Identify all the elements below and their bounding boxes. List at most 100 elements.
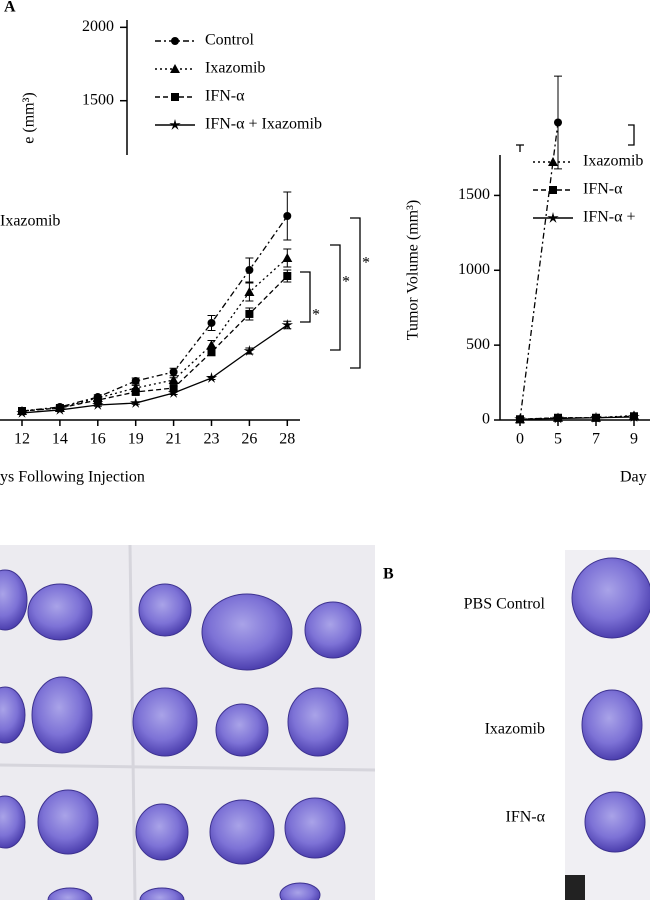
x-tick-label: 5	[554, 431, 562, 448]
marker	[129, 397, 142, 408]
legend-label: IFN-α	[583, 181, 623, 198]
marker	[92, 399, 104, 410]
series-line	[21, 215, 288, 412]
legend-label: Ixazomib	[205, 60, 265, 77]
marker	[169, 368, 178, 376]
marker	[206, 340, 217, 349]
y-tick-label: 1000	[458, 261, 490, 278]
tumor	[47, 887, 93, 900]
marker	[245, 309, 254, 318]
legend-label: Control	[205, 32, 254, 49]
legend-label: IFN-α +	[583, 209, 636, 226]
tumor	[304, 601, 362, 659]
series-line	[519, 416, 635, 420]
tumor	[27, 583, 93, 641]
bracket	[300, 271, 311, 323]
legend-marker	[548, 157, 558, 166]
tumor	[581, 689, 643, 761]
legend-marker	[547, 212, 559, 223]
legend-marker	[170, 64, 180, 73]
tumor	[37, 789, 99, 855]
tumor	[284, 797, 346, 859]
y-tick-label: 2000	[82, 18, 114, 35]
fold	[0, 763, 376, 772]
legend-marker	[171, 37, 179, 45]
marker	[131, 387, 140, 396]
significance: *	[342, 274, 350, 291]
x-tick-label: 0	[516, 431, 524, 448]
legend-label: IFN-α	[205, 88, 245, 105]
fold	[128, 544, 137, 900]
y-tick-label: 0	[482, 411, 490, 428]
x-axis-label: ys Following Injection	[0, 469, 145, 486]
row-label: Ixazomib	[485, 721, 545, 738]
marker	[244, 287, 255, 297]
x-tick-label: 26	[241, 431, 257, 448]
marker	[207, 318, 216, 327]
series-line	[519, 414, 635, 420]
marker	[283, 272, 292, 280]
tumor	[209, 799, 275, 865]
tumor	[0, 795, 26, 849]
marker	[168, 374, 179, 384]
tumor	[201, 593, 293, 671]
x-tick-label: 28	[279, 431, 295, 448]
legend-marker	[549, 186, 557, 194]
tumor	[0, 686, 26, 744]
x-tick-label: 16	[90, 431, 106, 448]
tumor	[132, 687, 198, 757]
row-label: PBS Control	[464, 596, 546, 613]
tumor	[0, 569, 28, 631]
marker	[283, 212, 292, 220]
x-tick-label: 12	[14, 431, 30, 448]
panel-label: B	[383, 566, 394, 583]
marker	[243, 345, 256, 356]
tumor	[215, 703, 269, 757]
panel-label: A	[4, 0, 16, 16]
marker	[281, 319, 294, 330]
series-line	[21, 324, 288, 414]
dark-corner	[565, 875, 585, 900]
x-tick-label: 7	[592, 431, 600, 448]
x-axis-label: Day	[620, 469, 647, 486]
marker	[590, 411, 602, 423]
legend-label: Ixazomib	[0, 213, 60, 230]
marker	[554, 118, 562, 127]
marker	[552, 412, 564, 424]
y-tick-label: 1500	[458, 186, 490, 203]
bracket	[516, 124, 635, 152]
marker	[205, 372, 218, 383]
x-tick-label: 14	[52, 431, 68, 448]
x-tick-label: 23	[204, 431, 220, 448]
tumor	[279, 882, 321, 900]
marker	[54, 403, 66, 415]
legend-marker	[171, 93, 179, 101]
tumor	[584, 791, 646, 853]
tumor	[139, 887, 185, 900]
significance: *	[312, 307, 320, 324]
legend-label: IFN-α + Ixazomib	[205, 116, 322, 133]
tumor	[138, 583, 192, 637]
series-line	[519, 122, 559, 420]
legend-label: Ixazomib	[583, 153, 643, 170]
marker	[131, 377, 140, 385]
significance: *	[362, 255, 370, 272]
x-tick-label: 19	[128, 431, 144, 448]
bracket	[330, 244, 341, 351]
marker	[282, 253, 293, 262]
series-line	[21, 275, 288, 412]
y-tick-label: 500	[466, 336, 490, 353]
tumor	[287, 687, 349, 757]
marker	[207, 348, 216, 357]
tumor	[571, 557, 650, 639]
y-axis-label: Tumor Volume (mm³)	[405, 200, 422, 341]
legend-marker	[169, 119, 181, 130]
row-label: IFN-α	[506, 809, 546, 826]
marker	[167, 387, 180, 398]
y-tick-label: 1500	[82, 91, 114, 108]
marker	[628, 411, 640, 422]
marker	[16, 406, 28, 418]
marker	[514, 413, 526, 425]
bracket	[350, 217, 361, 369]
x-tick-label: 9	[630, 431, 638, 448]
